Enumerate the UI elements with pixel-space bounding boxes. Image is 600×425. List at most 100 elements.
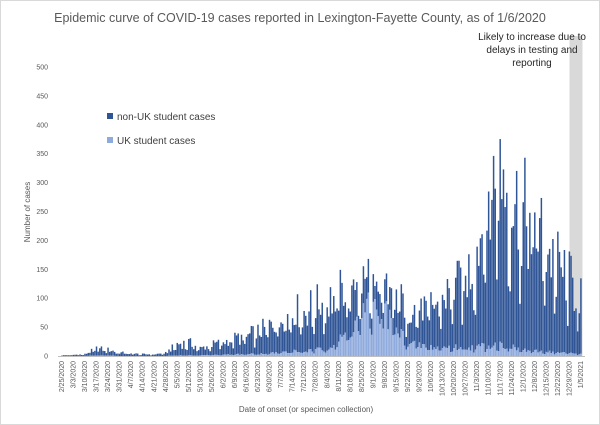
bar-non-uk xyxy=(161,354,164,356)
bar-uk xyxy=(543,354,546,356)
y-tick-label: 450 xyxy=(36,93,48,100)
bar-non-uk xyxy=(74,354,76,356)
x-tick-label: 12/29/2020 xyxy=(566,361,573,396)
bar-non-uk xyxy=(201,347,203,356)
bar-non-uk xyxy=(522,202,524,351)
bar-non-uk xyxy=(458,260,460,349)
bar-non-uk xyxy=(517,249,520,348)
bar-non-uk xyxy=(413,304,416,341)
bar-non-uk xyxy=(510,227,513,349)
x-tick-label: 11/17/2020 xyxy=(497,361,504,396)
bar-uk xyxy=(331,347,333,356)
bar-non-uk xyxy=(436,301,439,347)
y-tick-label: 0 xyxy=(44,354,48,361)
bar-non-uk xyxy=(286,314,289,354)
bar-non-uk xyxy=(281,323,284,352)
bar-uk xyxy=(229,354,231,356)
bar-uk xyxy=(433,347,436,356)
bar-non-uk xyxy=(296,294,299,353)
bar-non-uk xyxy=(303,310,305,353)
y-tick-label: 250 xyxy=(36,209,48,216)
bar-non-uk xyxy=(344,302,347,333)
bar-non-uk xyxy=(443,300,445,347)
y-tick-label: 300 xyxy=(36,180,48,187)
bar-uk xyxy=(512,344,515,356)
bar-uk xyxy=(222,354,225,356)
bar-non-uk xyxy=(499,139,501,342)
bar-uk xyxy=(337,341,340,356)
bar-uk xyxy=(446,348,449,356)
bar-non-uk xyxy=(506,192,508,349)
bar-uk xyxy=(290,353,292,356)
bar-non-uk xyxy=(558,251,561,354)
bar-non-uk xyxy=(375,281,378,310)
bar-non-uk xyxy=(321,302,323,351)
bar-non-uk xyxy=(230,342,233,355)
bar-uk xyxy=(431,349,434,356)
bar-non-uk xyxy=(431,304,434,350)
bar-uk xyxy=(189,355,192,356)
bar-non-uk xyxy=(179,343,182,356)
bar-uk xyxy=(504,349,506,356)
bar-uk xyxy=(176,355,178,356)
bar-non-uk xyxy=(209,351,211,356)
bar-non-uk xyxy=(104,351,106,356)
bar-non-uk xyxy=(136,353,139,356)
bar-non-uk xyxy=(418,310,421,343)
bar-non-uk xyxy=(67,355,70,356)
x-tick-label: 7/14/2020 xyxy=(290,361,297,392)
bar-non-uk xyxy=(220,345,223,356)
bar-uk xyxy=(445,347,447,356)
bar-non-uk xyxy=(482,274,485,344)
bar-uk xyxy=(206,354,208,356)
bar-non-uk xyxy=(145,354,147,356)
bar-uk xyxy=(250,353,253,356)
bar-non-uk xyxy=(188,338,190,356)
bar-uk xyxy=(430,345,432,356)
bar-uk xyxy=(522,350,524,356)
bar-non-uk xyxy=(357,315,360,332)
bar-uk xyxy=(334,349,337,356)
x-tick-label: 10/27/2020 xyxy=(463,361,470,396)
bar-uk xyxy=(313,353,315,356)
chart-title: Epidemic curve of COVID-19 cases reporte… xyxy=(54,11,546,25)
bar-non-uk xyxy=(390,288,393,319)
bar-uk xyxy=(494,342,496,356)
bar-uk xyxy=(257,354,259,356)
bar-non-uk xyxy=(560,267,562,353)
bar-uk xyxy=(281,351,284,356)
bar-uk xyxy=(293,349,295,356)
bar-uk xyxy=(309,349,312,356)
bar-uk xyxy=(568,353,571,356)
bar-non-uk xyxy=(392,318,394,336)
x-tick-label: 7/21/2020 xyxy=(301,361,308,392)
bar-non-uk xyxy=(333,296,335,346)
bar-non-uk xyxy=(189,338,192,356)
bars-group xyxy=(61,139,582,356)
bar-uk xyxy=(362,303,365,356)
bar-non-uk xyxy=(214,342,216,355)
bar-non-uk xyxy=(298,327,300,353)
bar-uk xyxy=(354,320,356,356)
bar-non-uk xyxy=(329,287,332,348)
bar-non-uk xyxy=(555,296,557,354)
x-tick-label: 1/5/2021 xyxy=(578,361,585,388)
bar-non-uk xyxy=(370,318,373,335)
x-tick-label: 2/25/2020 xyxy=(59,361,66,392)
bar-uk xyxy=(326,350,328,356)
bar-uk xyxy=(382,328,384,356)
bar-uk xyxy=(194,355,197,356)
bar-non-uk xyxy=(576,331,579,356)
x-tick-label: 9/1/2020 xyxy=(370,361,377,388)
bar-non-uk xyxy=(464,275,467,350)
bar-non-uk xyxy=(192,349,195,356)
bar-non-uk xyxy=(428,320,431,351)
bar-uk xyxy=(356,316,358,356)
bar-non-uk xyxy=(407,323,409,347)
bar-uk xyxy=(418,342,421,356)
bar-uk xyxy=(560,352,562,356)
bar-uk xyxy=(440,350,442,356)
bar-uk xyxy=(496,350,498,356)
bar-non-uk xyxy=(66,355,68,356)
